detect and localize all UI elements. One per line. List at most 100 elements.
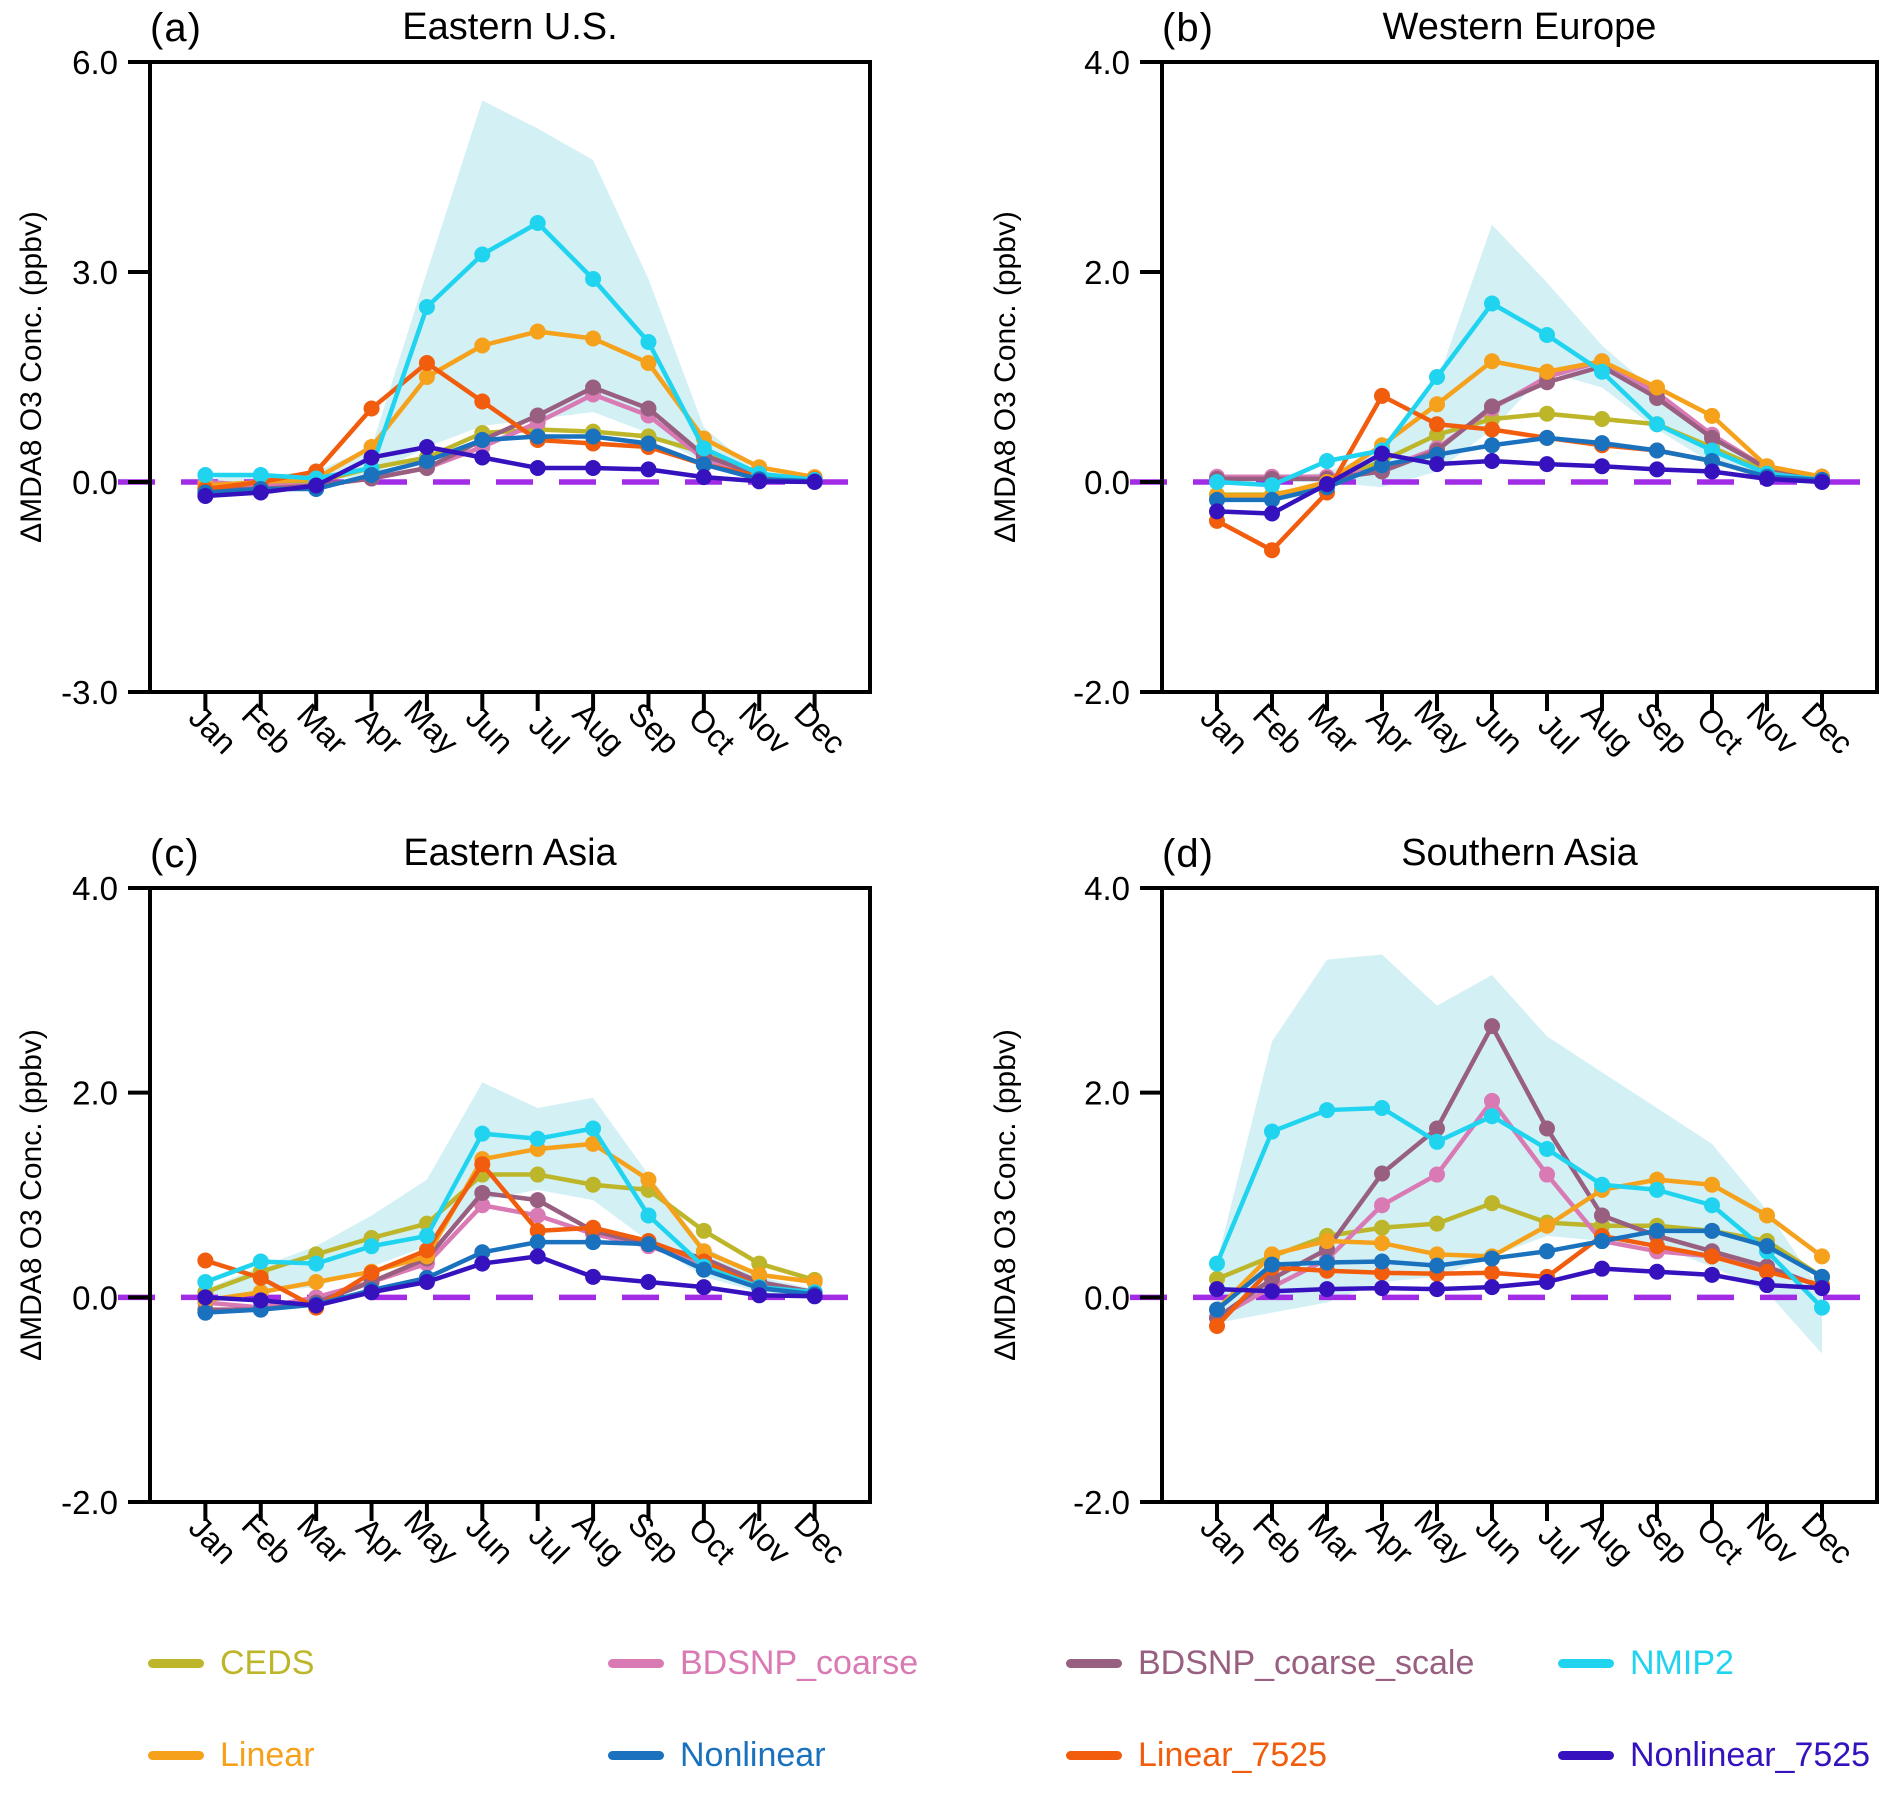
series-marker-Linear [1814,1248,1830,1265]
series-marker-NMIP2 [1429,369,1445,385]
series-marker-Nonlinear_7525 [474,1255,491,1272]
series-marker-Linear_7525 [418,1242,435,1259]
series-marker-Nonlinear_7525 [1814,474,1830,490]
series-marker-Linear [418,369,435,385]
series-marker-NMIP2 [1374,1100,1390,1117]
series-marker-Nonlinear [1209,1301,1225,1318]
x-tick-label: Apr [349,700,410,761]
series-line-Linear_7525 [1215,1233,1823,1328]
series-marker-NMIP2 [585,271,602,287]
series-line-Nonlinear_7525 [205,444,815,499]
legend-label-linear: Linear [220,1735,315,1774]
series-marker-Nonlinear_7525 [308,1297,325,1314]
x-tick-label: Jun [459,699,521,761]
series-line-BDSNP_coarse_scale [1217,364,1823,482]
series-marker-NMIP2 [418,299,435,315]
series-marker-Nonlinear [1319,1254,1335,1271]
series-marker-Nonlinear [1594,1233,1610,1250]
series-marker-Nonlinear_7525 [585,1268,602,1285]
series-marker-NMIP2 [1264,1123,1280,1140]
series-marker-CEDS [529,1166,546,1183]
series-marker-Nonlinear_7525 [695,469,712,486]
series-marker-NMIP2 [585,1120,602,1137]
legend-item-linear-7525: Linear_7525 [1066,1732,1327,1778]
series-marker-CEDS [1374,1219,1390,1236]
x-tick-label: May [397,693,465,761]
x-tick-label: Feb [1246,1507,1310,1571]
series-marker-NMIP2 [640,1207,657,1224]
panel-a-yaxis-label: ΔMDA8 O3 Conc. (ppbv) [15,211,48,543]
legend-swatch-bdsnp-coarse-scale [1066,1658,1122,1668]
series-marker-Nonlinear [1759,1238,1775,1255]
legend-label-bdsnp-coarse: BDSNP_coarse [680,1643,919,1682]
series-marker-BDSNP_coarse_scale [529,407,546,424]
series-marker-Nonlinear [1264,491,1280,508]
series-marker-Nonlinear [474,1244,491,1261]
series-line-Linear [205,1141,815,1303]
series-marker-Nonlinear_7525 [695,1279,712,1296]
series-marker-NMIP2 [1649,416,1665,433]
series-marker-Nonlinear [1539,1243,1555,1260]
series-marker-BDSNP_coarse_scale [1429,1120,1445,1137]
series-marker-CEDS [1594,411,1610,427]
series-marker-NMIP2 [1704,1197,1720,1214]
x-tick-label: Sep [1630,695,1696,761]
series-marker-Linear_7525 [1374,387,1390,404]
series-marker-Linear [1704,407,1720,424]
series-marker-CEDS [1429,1215,1445,1232]
series-marker-NMIP2 [1539,327,1555,343]
x-tick-label: Aug [566,1505,632,1571]
series-marker-Linear [1319,1233,1335,1250]
series-marker-BDSNP_coarse_scale [640,400,657,417]
x-tick-label: Jul [1531,1517,1585,1571]
x-tick-label: Jun [1469,699,1531,761]
x-tick-label: Apr [349,1510,410,1571]
series-marker-Linear_7525 [1704,1248,1720,1265]
series-marker-Nonlinear [1429,1257,1445,1274]
series-line-Nonlinear [205,434,815,495]
x-tick-label: Oct [682,700,743,761]
legend-swatch-nonlinear-7525 [1558,1750,1614,1760]
series-marker-NMIP2 [695,440,712,457]
x-tick-label: Jan [1194,699,1256,761]
legend-swatch-nmip2 [1558,1658,1614,1668]
panel-d-label: (d) [1162,832,1214,876]
legend-item-linear: Linear [148,1732,315,1778]
x-tick-label: Sep [621,695,687,761]
series-marker-NMIP2 [1319,1102,1335,1119]
legend-swatch-ceds [148,1658,204,1668]
series-marker-Nonlinear [529,1234,546,1251]
y-tick-label: 6.0 [72,44,118,81]
series-marker-Nonlinear_7525 [1759,1277,1775,1294]
nmip2-range-shading [1217,954,1822,1354]
series-marker-Nonlinear_7525 [751,473,768,490]
legend-item-ceds: CEDS [148,1640,314,1686]
series-marker-Nonlinear [474,432,491,448]
series-marker-NMIP2 [1649,1181,1665,1198]
series-marker-BDSNP_coarse_scale [1484,398,1500,415]
series-marker-NMIP2 [252,1253,269,1270]
legend-label-nonlinear: Nonlinear [680,1735,826,1774]
series-marker-Linear_7525 [474,393,491,410]
x-tick-label: Feb [1246,697,1310,761]
legend-label-bdsnp-coarse-scale: BDSNP_coarse_scale [1138,1643,1475,1682]
series-marker-Nonlinear_7525 [1814,1280,1830,1297]
series-marker-NMIP2 [1319,453,1335,469]
series-marker-Nonlinear_7525 [1704,463,1720,480]
series-marker-NMIP2 [1484,295,1500,312]
series-marker-BDSNP_coarse [529,1207,546,1224]
series-marker-Linear [585,330,602,347]
series-marker-Linear_7525 [1264,542,1280,559]
y-tick-label: -2.0 [1073,674,1130,711]
series-marker-Linear_7525 [585,1219,602,1236]
series-marker-Linear [1539,363,1555,380]
series-marker-Nonlinear [1539,429,1555,446]
x-tick-label: May [1407,693,1475,761]
series-marker-Nonlinear [585,1234,602,1251]
series-marker-NMIP2 [1594,363,1610,380]
series-marker-Linear_7525 [474,1156,491,1173]
series-marker-Nonlinear_7525 [1759,470,1775,487]
series-marker-Linear [1484,353,1500,370]
series-line-Linear [1217,359,1823,498]
